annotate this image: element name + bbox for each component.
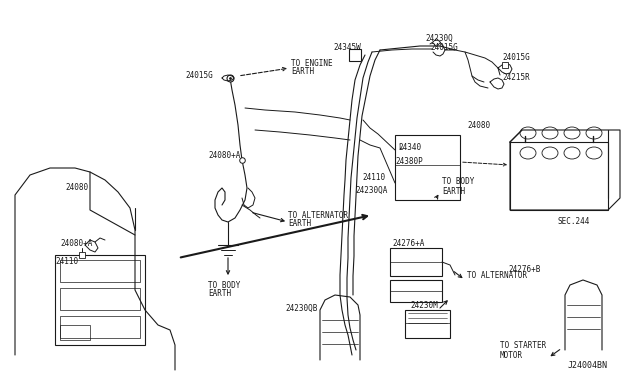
Text: 24015G: 24015G	[430, 42, 458, 51]
Bar	[55, 255, 145, 345]
Text: L: L	[398, 144, 403, 150]
Bar	[510, 142, 608, 210]
Text: TO ALTERNATOR: TO ALTERNATOR	[467, 270, 527, 279]
Text: EARTH: EARTH	[288, 219, 311, 228]
Text: 24276+B: 24276+B	[508, 266, 540, 275]
Text: 24230QB: 24230QB	[285, 304, 317, 312]
Text: SEC.244: SEC.244	[558, 218, 590, 227]
Text: 24345W: 24345W	[333, 44, 361, 52]
Text: EARTH: EARTH	[442, 186, 465, 196]
Text: 24015G: 24015G	[185, 71, 212, 80]
Text: 24230M: 24230M	[410, 301, 438, 310]
Text: 24080: 24080	[467, 121, 490, 129]
Text: 24080+A: 24080+A	[60, 238, 92, 247]
Text: EARTH: EARTH	[208, 289, 231, 298]
Text: TO BODY: TO BODY	[442, 177, 474, 186]
Text: 24230QA: 24230QA	[355, 186, 387, 195]
Bar	[60, 288, 140, 310]
Text: 24110: 24110	[362, 173, 385, 183]
Bar	[395, 135, 460, 200]
Text: 24276+A: 24276+A	[392, 240, 424, 248]
Text: MOTOR: MOTOR	[500, 350, 523, 359]
Bar	[60, 316, 140, 338]
Bar	[60, 325, 90, 340]
Bar	[405, 310, 450, 338]
Text: TO ALTERNATOR: TO ALTERNATOR	[288, 211, 348, 219]
Text: 24380P: 24380P	[395, 157, 423, 167]
Text: 24215R: 24215R	[502, 74, 530, 83]
Bar	[390, 280, 442, 302]
Bar	[60, 260, 140, 282]
Text: 24340: 24340	[398, 144, 421, 153]
Text: TO BODY: TO BODY	[208, 280, 241, 289]
Text: EARTH: EARTH	[291, 67, 314, 77]
Text: TO ENGINE: TO ENGINE	[291, 58, 333, 67]
Text: TO STARTER: TO STARTER	[500, 340, 547, 350]
Bar	[390, 248, 442, 276]
Text: 24080: 24080	[65, 183, 88, 192]
Text: J24004BN: J24004BN	[568, 360, 608, 369]
Text: 24015G: 24015G	[502, 54, 530, 62]
Text: 24080+A: 24080+A	[208, 151, 241, 160]
Text: 24110: 24110	[55, 257, 78, 266]
Text: 24230Q: 24230Q	[425, 33, 452, 42]
